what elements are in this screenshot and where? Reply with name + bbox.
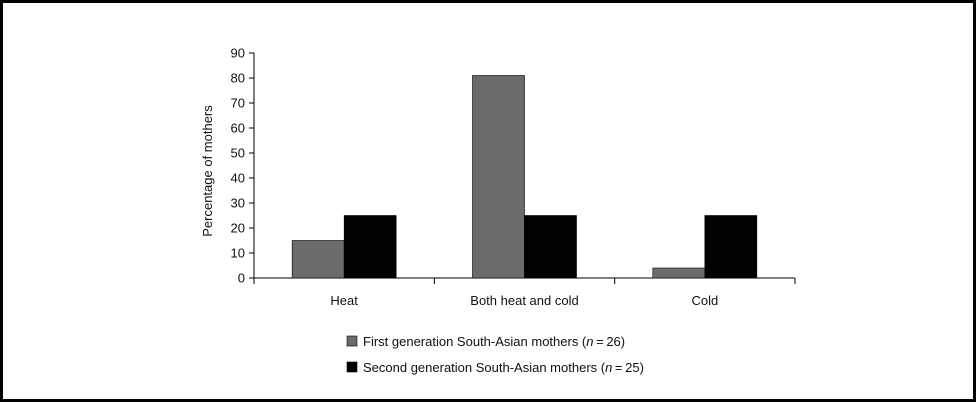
x-category-label: Both heat and cold [470, 293, 578, 308]
y-tick-label: 50 [231, 146, 245, 161]
y-tick-label: 80 [231, 71, 245, 86]
legend-label: First generation South-Asian mothers (n … [363, 334, 625, 349]
bar-chart: Percentage of mothers 0 10 20 30 40 50 60 70 80 9… [200, 46, 796, 375]
y-tick-label: 20 [231, 221, 245, 236]
legend: First generation South-Asian mothers (n … [346, 334, 644, 375]
x-category-label: Cold [691, 293, 718, 308]
bar-first-generation [291, 240, 345, 279]
y-tick-label: 10 [231, 246, 245, 261]
y-tick-label: 70 [231, 96, 245, 111]
y-axis-title: Percentage of mothers [200, 105, 215, 237]
legend-swatch [346, 335, 358, 347]
bar-first-generation [472, 75, 525, 279]
legend-swatch [346, 361, 358, 373]
y-tick-label: 0 [238, 271, 245, 286]
y-tick-label: 40 [231, 171, 245, 186]
bar-second-generation [704, 215, 758, 279]
bar-second-generation [343, 215, 397, 279]
x-category-label: Heat [330, 293, 358, 308]
bar-first-generation [652, 267, 706, 279]
plot-area: 0 10 20 30 40 50 60 70 80 90 Heat Both heat and col… [231, 46, 796, 308]
y-tick-label: 90 [231, 46, 245, 61]
bar-second-generation [524, 215, 577, 279]
legend-label: Second generation South-Asian mothers (n… [363, 360, 644, 375]
y-tick-label: 60 [231, 121, 245, 136]
y-tick-label: 30 [231, 196, 245, 211]
